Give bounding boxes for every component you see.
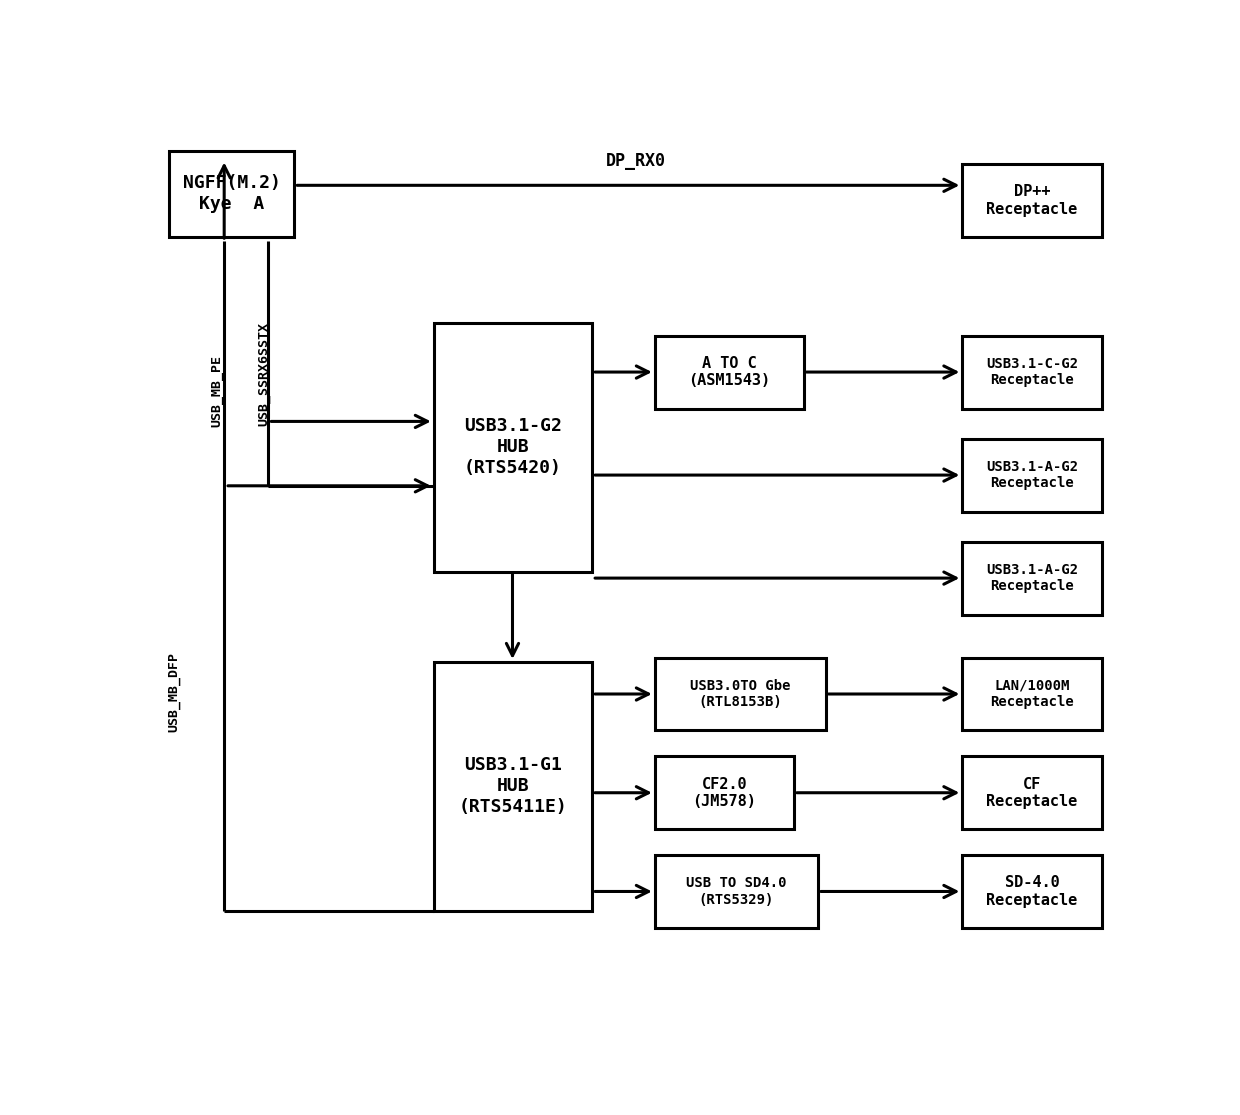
Text: USB3.1-G1
HUB
(RTS5411E): USB3.1-G1 HUB (RTS5411E) [459,756,568,816]
FancyBboxPatch shape [655,658,826,730]
FancyBboxPatch shape [962,542,1101,614]
FancyBboxPatch shape [655,756,794,830]
Text: LAN/1000M
Receptacle: LAN/1000M Receptacle [990,679,1074,709]
FancyBboxPatch shape [962,336,1101,408]
Text: USB3.1-A-G2
Receptacle: USB3.1-A-G2 Receptacle [986,563,1078,593]
Text: USB3.1-C-G2
Receptacle: USB3.1-C-G2 Receptacle [986,357,1078,387]
FancyBboxPatch shape [170,151,294,236]
FancyBboxPatch shape [655,855,818,928]
FancyBboxPatch shape [962,756,1101,830]
FancyBboxPatch shape [434,662,593,911]
FancyBboxPatch shape [962,658,1101,730]
Text: CF2.0
(JM578): CF2.0 (JM578) [692,776,756,809]
Text: DP++
Receptacle: DP++ Receptacle [986,184,1078,216]
Text: SD-4.0
Receptacle: SD-4.0 Receptacle [986,875,1078,908]
Text: USB3.1-A-G2
Receptacle: USB3.1-A-G2 Receptacle [986,460,1078,491]
Text: USB3.0TO Gbe
(RTL8153B): USB3.0TO Gbe (RTL8153B) [689,679,790,709]
FancyBboxPatch shape [962,855,1101,928]
Text: NGFF(M.2)
Kye  A: NGFF(M.2) Kye A [184,175,280,213]
Text: CF
Receptacle: CF Receptacle [986,776,1078,809]
FancyBboxPatch shape [434,322,593,572]
Text: USB_MB_DFP: USB_MB_DFP [167,652,181,731]
Text: USB TO SD4.0
(RTS5329): USB TO SD4.0 (RTS5329) [686,876,786,906]
Text: USB_MB_PE: USB_MB_PE [210,356,223,427]
FancyBboxPatch shape [962,164,1101,236]
Text: DP_RX0: DP_RX0 [605,152,666,169]
FancyBboxPatch shape [655,336,804,408]
Text: USB3.1-G2
HUB
(RTS5420): USB3.1-G2 HUB (RTS5420) [464,417,562,477]
Text: USB_SSRX6SSTX: USB_SSRX6SSTX [257,322,270,426]
FancyBboxPatch shape [962,438,1101,512]
Text: A TO C
(ASM1543): A TO C (ASM1543) [688,356,770,388]
